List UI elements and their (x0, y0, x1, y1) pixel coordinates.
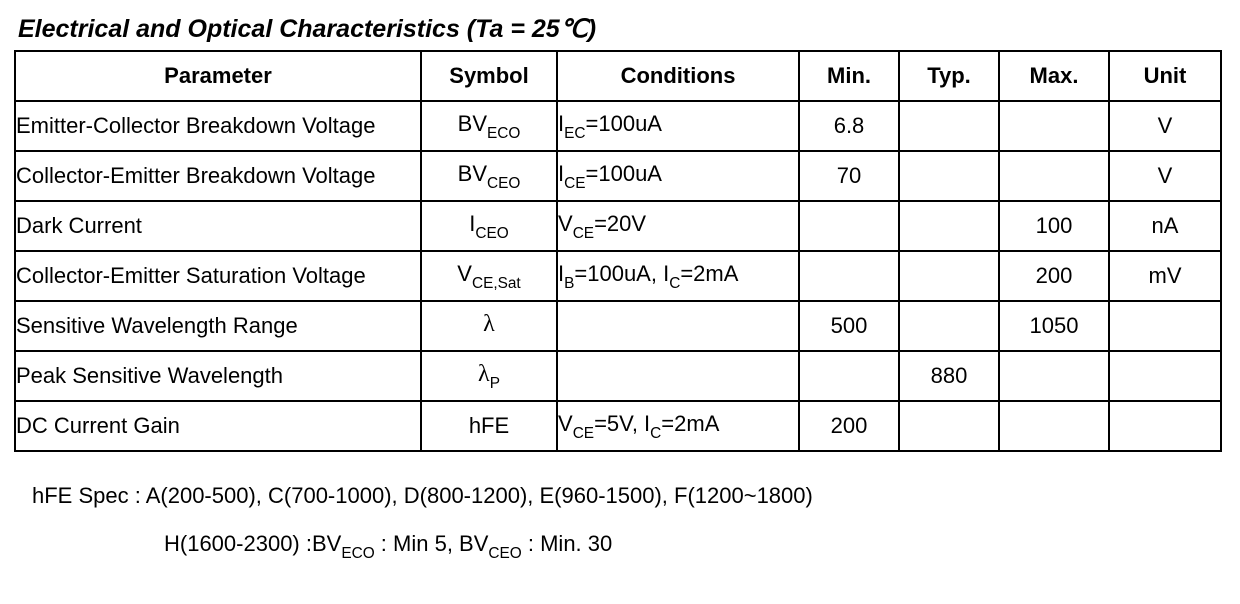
cell-typ (899, 151, 999, 201)
cell-min: 200 (799, 401, 899, 451)
col-min: Min. (799, 51, 899, 101)
title-text-post: ) (588, 15, 596, 43)
cell-conditions: IB=100uA, IC=2mA (557, 251, 799, 301)
cell-conditions (557, 301, 799, 351)
cell-typ: 880 (899, 351, 999, 401)
table-header-row: Parameter Symbol Conditions Min. Typ. Ma… (15, 51, 1221, 101)
col-typ: Typ. (899, 51, 999, 101)
cell-max: 100 (999, 201, 1109, 251)
table-row: Sensitive Wavelength Range λ 500 1050 (15, 301, 1221, 351)
cell-unit: V (1109, 151, 1221, 201)
table-row: Collector-Emitter Breakdown Voltage BVCE… (15, 151, 1221, 201)
cell-param: DC Current Gain (15, 401, 421, 451)
cell-unit: nA (1109, 201, 1221, 251)
cell-symbol: hFE (421, 401, 557, 451)
cell-conditions (557, 351, 799, 401)
cell-unit: V (1109, 101, 1221, 151)
footnotes: hFE Spec : A(200-500), C(700-1000), D(80… (32, 472, 1226, 570)
cell-min (799, 251, 899, 301)
cell-min (799, 351, 899, 401)
cell-conditions: VCE=20V (557, 201, 799, 251)
col-max: Max. (999, 51, 1109, 101)
cell-max (999, 101, 1109, 151)
cell-param: Dark Current (15, 201, 421, 251)
cell-min: 70 (799, 151, 899, 201)
cell-param: Peak Sensitive Wavelength (15, 351, 421, 401)
table-row: Dark Current ICEO VCE=20V 100 nA (15, 201, 1221, 251)
table-row: Collector-Emitter Saturation Voltage VCE… (15, 251, 1221, 301)
cell-max (999, 401, 1109, 451)
cell-param: Emitter-Collector Breakdown Voltage (15, 101, 421, 151)
cell-symbol: λP (421, 351, 557, 401)
table-row: DC Current Gain hFE VCE=5V, IC=2mA 200 (15, 401, 1221, 451)
cell-unit (1109, 301, 1221, 351)
cell-min (799, 201, 899, 251)
cell-typ (899, 251, 999, 301)
col-unit: Unit (1109, 51, 1221, 101)
cell-symbol: VCE,Sat (421, 251, 557, 301)
cell-min: 6.8 (799, 101, 899, 151)
cell-unit (1109, 401, 1221, 451)
characteristics-table: Parameter Symbol Conditions Min. Typ. Ma… (14, 50, 1222, 452)
title-degree: ℃ (560, 15, 588, 43)
cell-max: 200 (999, 251, 1109, 301)
cell-conditions: VCE=5V, IC=2mA (557, 401, 799, 451)
footnote-line-1: hFE Spec : A(200-500), C(700-1000), D(80… (32, 472, 1226, 520)
cell-param: Collector-Emitter Saturation Voltage (15, 251, 421, 301)
cell-max (999, 351, 1109, 401)
col-parameter: Parameter (15, 51, 421, 101)
col-conditions: Conditions (557, 51, 799, 101)
cell-typ (899, 301, 999, 351)
cell-typ (899, 101, 999, 151)
table-row: Peak Sensitive Wavelength λP 880 (15, 351, 1221, 401)
cell-conditions: ICE=100uA (557, 151, 799, 201)
cell-max (999, 151, 1109, 201)
cell-min: 500 (799, 301, 899, 351)
col-symbol: Symbol (421, 51, 557, 101)
cell-typ (899, 401, 999, 451)
cell-max: 1050 (999, 301, 1109, 351)
cell-conditions: IEC=100uA (557, 101, 799, 151)
section-title: Electrical and Optical Characteristics (… (18, 14, 1226, 44)
cell-param: Collector-Emitter Breakdown Voltage (15, 151, 421, 201)
title-text-pre: Electrical and Optical Characteristics (… (18, 15, 560, 43)
footnote-line-2: H(1600-2300) :BVECO : Min 5, BVCEO : Min… (164, 520, 1226, 569)
cell-symbol: BVCEO (421, 151, 557, 201)
cell-param: Sensitive Wavelength Range (15, 301, 421, 351)
cell-unit (1109, 351, 1221, 401)
table-row: Emitter-Collector Breakdown Voltage BVEC… (15, 101, 1221, 151)
cell-symbol: λ (421, 301, 557, 351)
cell-unit: mV (1109, 251, 1221, 301)
cell-symbol: ICEO (421, 201, 557, 251)
cell-symbol: BVECO (421, 101, 557, 151)
cell-typ (899, 201, 999, 251)
